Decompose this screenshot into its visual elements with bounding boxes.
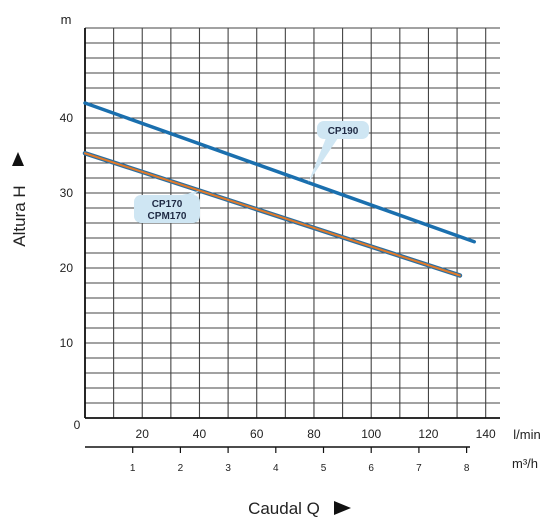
series-line — [84, 152, 461, 277]
callout-pointer — [178, 190, 200, 196]
y-tick-label: 30 — [60, 186, 74, 200]
grid — [84, 27, 500, 419]
secondary-tick-label: 2 — [178, 463, 184, 474]
series-lines — [82, 101, 476, 278]
x-tick-label: 60 — [250, 427, 264, 441]
y-tick-labels: 10 20 30 40 — [60, 111, 74, 350]
x-tick-labels: 20 40 60 80 100 120 140 — [136, 427, 496, 441]
callout-pointer — [308, 138, 338, 183]
x-unit-primary: l/min — [513, 427, 540, 442]
y-axis-title-text: Altura H — [10, 185, 29, 246]
callout-box — [317, 121, 369, 139]
callout-label: CP190 — [328, 126, 359, 137]
secondary-tick-label: 8 — [464, 463, 470, 474]
y-unit-label: m — [61, 12, 72, 27]
x-tick-label: 20 — [136, 427, 150, 441]
x-tick-label: 100 — [361, 427, 381, 441]
y-tick-label: 40 — [60, 111, 74, 125]
callout: CP190 — [308, 121, 369, 183]
y-axis-title: Altura H — [10, 152, 29, 247]
secondary-tick-label: 4 — [273, 463, 279, 474]
secondary-tick-label: 5 — [321, 463, 327, 474]
y-axis-arrow-icon — [12, 152, 24, 166]
y-tick-label: 20 — [60, 261, 74, 275]
secondary-tick-label: 1 — [130, 463, 136, 474]
x-axis-title-text: Caudal Q — [248, 499, 320, 518]
secondary-tick-label: 3 — [225, 463, 231, 474]
callout-label: CP170 — [152, 199, 183, 210]
x-axis-title: Caudal Q — [248, 499, 351, 518]
origin-label: 0 — [74, 418, 81, 432]
x-tick-label: 80 — [307, 427, 321, 441]
secondary-tick-label: 6 — [368, 463, 374, 474]
callout-box — [134, 195, 200, 223]
x-axis-arrow-icon — [334, 501, 351, 515]
y-tick-label: 10 — [60, 336, 74, 350]
axes — [84, 28, 500, 419]
secondary-x-axis: 1 2 3 4 5 6 7 8 — [85, 446, 470, 474]
series-line — [83, 101, 476, 244]
x-tick-label: 140 — [476, 427, 496, 441]
x-tick-label: 120 — [418, 427, 438, 441]
x-tick-label: 40 — [193, 427, 207, 441]
x-unit-secondary: m³/h — [512, 456, 538, 471]
secondary-tick-label: 7 — [416, 463, 422, 474]
callout-label: CPM170 — [148, 211, 187, 222]
